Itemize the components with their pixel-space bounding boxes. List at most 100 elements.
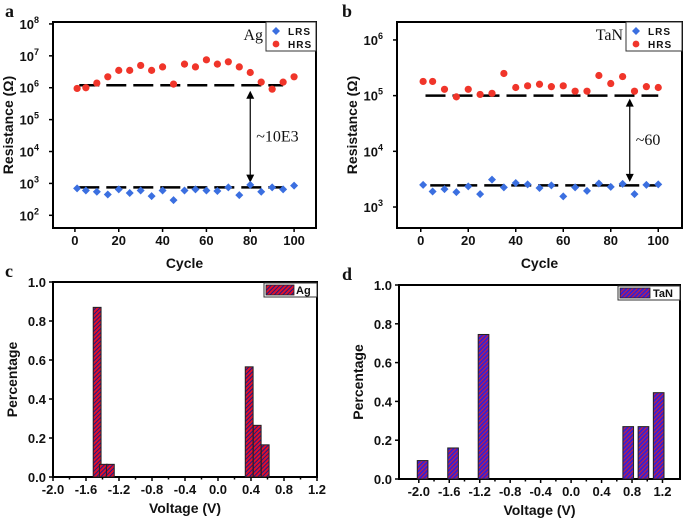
panel-label: b <box>342 1 352 21</box>
data-point-lrs <box>419 180 428 189</box>
data-point-hrs <box>512 83 520 92</box>
data-point-hrs <box>464 85 472 93</box>
y-tick-label: 105 <box>364 87 383 104</box>
y-tick-label: 0.2 <box>28 431 46 446</box>
material-label: TaN <box>596 27 624 44</box>
y-axis-label: Percentage <box>350 344 366 420</box>
x-tick-label: -0.4 <box>174 482 197 497</box>
x-tick-label: -0.8 <box>499 484 521 499</box>
data-point-lrs <box>428 187 437 196</box>
legend-marker-lrs <box>632 27 640 35</box>
data-point-hrs <box>246 68 254 77</box>
plot-frame <box>52 281 318 478</box>
y-tick-exponent: 4 <box>378 142 383 152</box>
x-axis-label: Cycle <box>166 255 204 271</box>
x-tick-label: -2.0 <box>42 482 64 497</box>
data-point-hrs <box>126 66 134 74</box>
data-point-lrs <box>559 192 568 201</box>
x-tick-label: 60 <box>556 233 570 248</box>
data-point-lrs <box>464 182 473 191</box>
x-tick-label: 0.4 <box>593 484 612 499</box>
y-tick-label: 0.8 <box>374 317 392 332</box>
y-tick-exponent: 4 <box>34 143 39 153</box>
data-point-lrs <box>224 183 233 192</box>
x-tick-label: 0 <box>71 233 78 248</box>
histogram-bar <box>252 424 262 478</box>
data-point-lrs <box>476 190 485 199</box>
x-tick-label: -1.6 <box>438 484 460 499</box>
x-tick-label: -2.0 <box>408 484 430 499</box>
data-point-hrs <box>115 66 123 74</box>
data-point-hrs <box>524 82 532 90</box>
data-point-lrs <box>535 183 544 192</box>
data-point-lrs <box>547 181 556 190</box>
material-label: Ag <box>243 27 263 44</box>
data-point-hrs <box>235 63 243 71</box>
data-point-lrs <box>583 186 591 195</box>
y-tick-label: 0.6 <box>28 353 46 368</box>
y-tick-label: 0.2 <box>374 433 392 448</box>
y-tick-exponent: 6 <box>34 79 39 89</box>
y-tick-exponent: 7 <box>34 47 39 57</box>
x-tick-label: 80 <box>604 233 618 248</box>
data-point-lrs <box>180 186 189 195</box>
y-tick-label: 106 <box>20 79 39 96</box>
legend-marker-lrs <box>272 27 280 35</box>
data-point-hrs <box>202 56 211 64</box>
x-tick-label: -1.2 <box>108 482 130 497</box>
chart-panel-a: a 0 20 40 60 80 100 102 103 104 105 106 107 108 Cycle R… <box>0 1 317 271</box>
histogram-bar <box>637 426 650 480</box>
y-tick-label: 0.8 <box>28 314 46 329</box>
panel-label: d <box>342 264 352 284</box>
data-point-lrs <box>114 185 123 194</box>
data-point-hrs <box>148 66 156 74</box>
data-point-hrs <box>488 89 496 97</box>
x-tick-label: 40 <box>155 233 169 248</box>
data-point-lrs <box>642 180 651 189</box>
data-point-hrs <box>191 63 200 71</box>
data-point-hrs <box>429 77 437 86</box>
histogram-bar <box>416 460 429 480</box>
chart-panel-b: b 0 20 40 60 80 100 103 104 105 106 Cycle Resistance… <box>342 1 683 271</box>
data-point-hrs <box>257 78 265 86</box>
data-point-hrs <box>224 58 232 66</box>
data-point-hrs <box>535 80 544 88</box>
y-axis-label: Resistance (Ω) <box>344 76 360 174</box>
arrow-head-down-icon <box>246 174 255 183</box>
data-point-hrs <box>93 79 101 87</box>
x-tick-label: 1.2 <box>308 482 326 497</box>
y-tick-label: 0.4 <box>28 392 47 407</box>
y-tick-label: 102 <box>20 206 39 223</box>
histogram-bar <box>244 366 254 478</box>
y-tick-exponent: 5 <box>34 111 39 121</box>
data-point-hrs <box>73 84 81 93</box>
y-tick-label: 106 <box>364 31 383 48</box>
data-point-lrs <box>290 181 299 190</box>
x-tick-label: -0.8 <box>141 482 163 497</box>
panel-label: a <box>5 1 14 21</box>
data-point-lrs <box>246 180 255 189</box>
data-point-hrs <box>595 71 603 80</box>
histogram-bar <box>105 463 115 478</box>
data-point-hrs <box>180 60 189 68</box>
arrow-head-up-icon <box>625 98 634 107</box>
histogram-bar <box>652 392 665 480</box>
x-tick-label: -0.4 <box>529 484 552 499</box>
x-axis-label: Cycle <box>521 255 559 271</box>
data-point-lrs <box>440 185 449 194</box>
data-point-lrs <box>213 186 222 195</box>
chart-panel-d: d -2.0 -1.6 -1.2 -0.8 -0.4 0.0 0.4 0.8 1.2 0.0 0.2 0… <box>342 264 681 518</box>
x-tick-label: 0.0 <box>209 482 227 497</box>
legend-label: LRS <box>648 27 671 38</box>
data-point-hrs <box>500 69 508 78</box>
data-point-hrs <box>268 85 276 93</box>
y-tick-label: 0.0 <box>28 470 46 485</box>
histogram-bar <box>92 306 102 478</box>
data-point-lrs <box>169 196 178 205</box>
data-point-lrs <box>571 183 580 192</box>
x-axis-label: Voltage (V) <box>149 500 221 516</box>
data-point-lrs <box>268 183 277 192</box>
arrow-head-down-icon <box>625 173 634 182</box>
data-point-lrs <box>594 179 603 188</box>
